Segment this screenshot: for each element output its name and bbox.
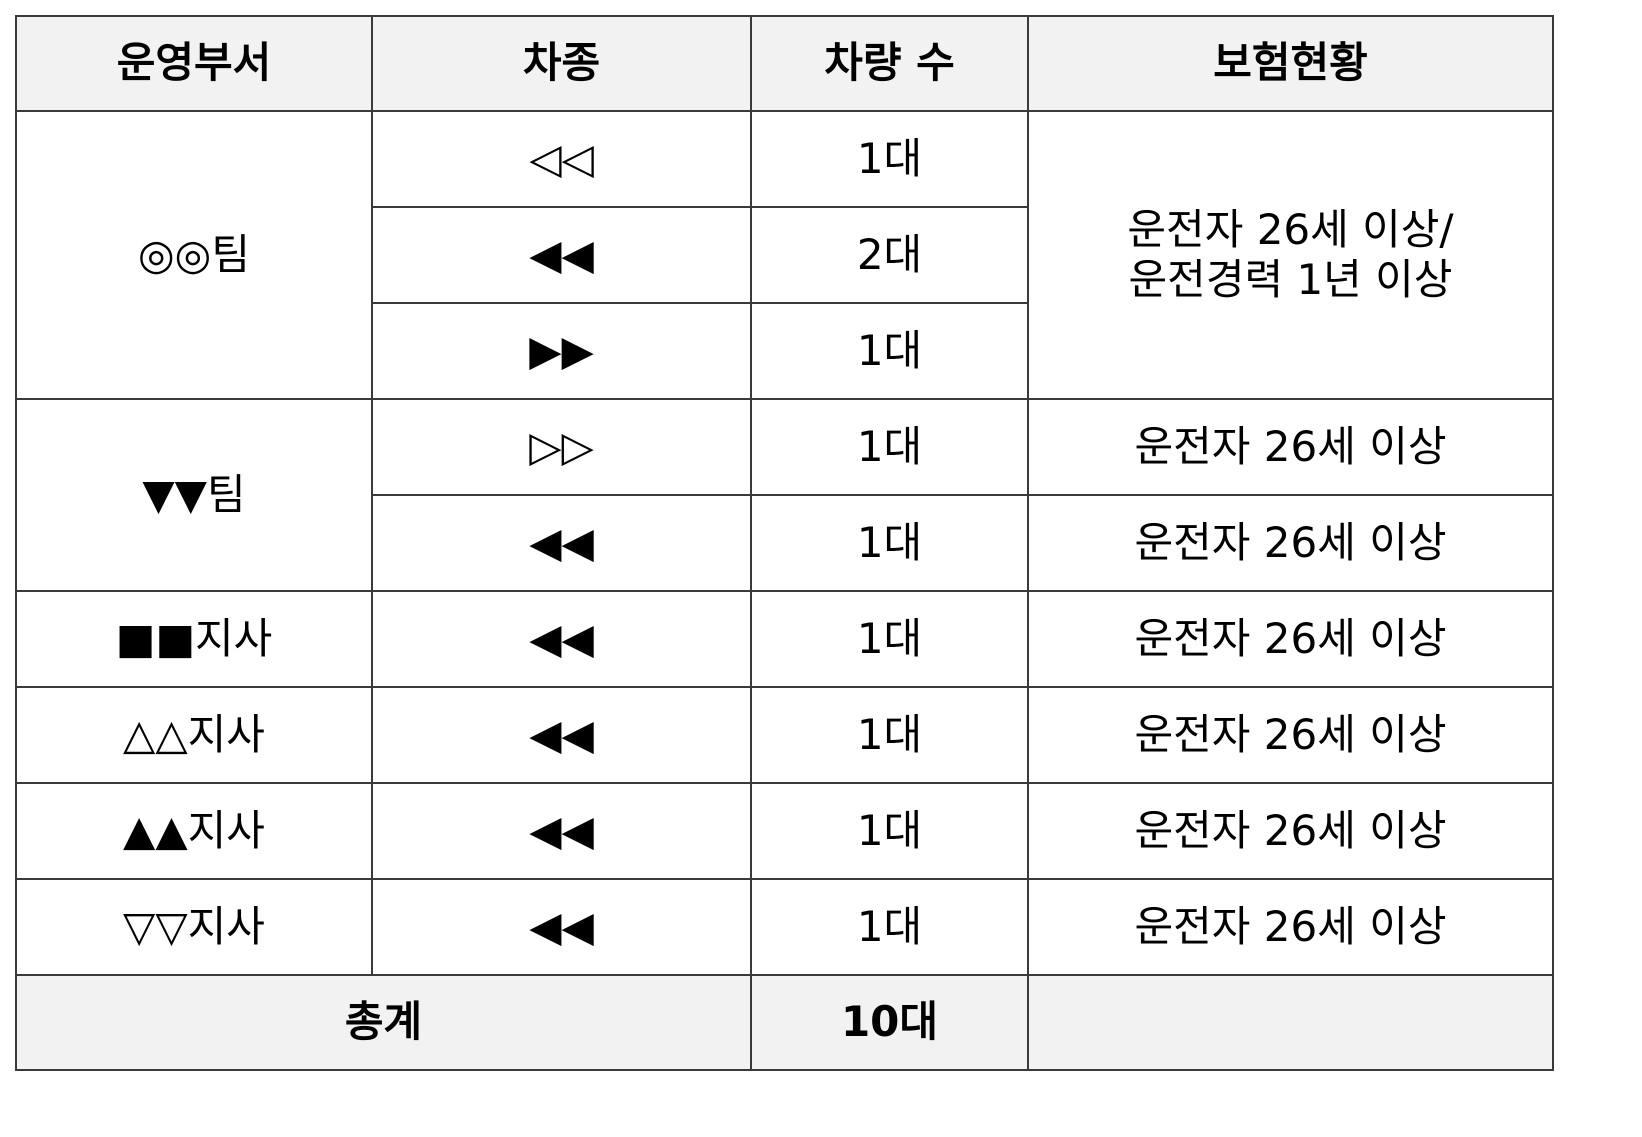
vehicle-count-cell: 1대 xyxy=(750,494,1029,592)
vehicle-count-cell: 1대 xyxy=(750,302,1029,400)
vehicle-type-cell: ▶▶ xyxy=(371,302,752,400)
vehicle-count-cell: 1대 xyxy=(750,590,1029,688)
table-row: ■■지사 ◀◀ 1대 운전자 26세 이상 xyxy=(15,590,1554,688)
department-cell: ▽▽지사 xyxy=(15,878,373,976)
vehicle-count-cell: 1대 xyxy=(750,686,1029,784)
vehicle-type-cell: ◁◁ xyxy=(371,110,752,208)
header-row: 운영부서 차종 차량 수 보험현황 xyxy=(15,15,1554,112)
vehicle-count-cell: 1대 xyxy=(750,110,1029,208)
vehicle-type-cell: ▷▷ xyxy=(371,398,752,496)
header-department: 운영부서 xyxy=(15,15,373,112)
vehicle-type-cell: ◀◀ xyxy=(371,206,752,304)
vehicle-type-cell: ◀◀ xyxy=(371,686,752,784)
table-row: ▽▽지사 ◀◀ 1대 운전자 26세 이상 xyxy=(15,878,1554,976)
insurance-cell: 운전자 26세 이상 xyxy=(1027,398,1554,496)
total-count: 10대 xyxy=(750,974,1029,1071)
table-row: ◎◎팀 ◁◁ 1대 운전자 26세 이상/ 운전경력 1년 이상 xyxy=(15,110,1554,400)
insurance-cell: 운전자 26세 이상 xyxy=(1027,782,1554,880)
department-cell: ■■지사 xyxy=(15,590,373,688)
vehicle-count-cell: 1대 xyxy=(750,782,1029,880)
insurance-cell: 운전자 26세 이상 xyxy=(1027,590,1554,688)
department-cell: ▼▼팀 xyxy=(15,398,373,592)
insurance-line: 운전경력 1년 이상 xyxy=(1128,255,1453,304)
total-label: 총계 xyxy=(15,974,752,1071)
table-row: ◀◀ 1대 운전자 26세 이상 xyxy=(16,494,1554,592)
table-row: ◀◀ 2대 xyxy=(16,206,1553,304)
table-row: △△지사 ◀◀ 1대 운전자 26세 이상 xyxy=(15,686,1554,784)
vehicle-count-cell: 1대 xyxy=(750,878,1029,976)
insurance-cell: 운전자 26세 이상 xyxy=(1027,878,1554,976)
vehicle-type-cell: ◀◀ xyxy=(371,878,752,976)
total-insurance-cell xyxy=(1027,974,1554,1071)
insurance-cell: 운전자 26세 이상 xyxy=(1027,686,1554,784)
header-vehicle-count: 차량 수 xyxy=(750,15,1029,112)
vehicle-type-cell: ◀◀ xyxy=(371,782,752,880)
table-row: ▼▼팀 ▷▷ 1대 운전자 26세 이상 xyxy=(15,398,1554,592)
department-cell: ▲▲지사 xyxy=(15,782,373,880)
table-row: ▲▲지사 ◀◀ 1대 운전자 26세 이상 xyxy=(15,782,1554,880)
insurance-line: 운전자 26세 이상/ xyxy=(1127,204,1454,254)
vehicle-count-cell: 2대 xyxy=(750,206,1029,304)
total-row: 총계 10대 xyxy=(15,974,1554,1071)
table-row: ▶▶ 1대 xyxy=(16,302,1553,400)
header-vehicle-type: 차종 xyxy=(371,15,752,112)
vehicle-insurance-table: 운영부서 차종 차량 수 보험현황 ◎◎팀 ◁◁ 1대 운전자 26세 이상/ … xyxy=(15,15,1554,1071)
header-insurance-status: 보험현황 xyxy=(1027,15,1554,112)
insurance-cell: 운전자 26세 이상 xyxy=(1027,494,1554,592)
department-cell: ◎◎팀 xyxy=(15,110,373,400)
vehicle-type-cell: ◀◀ xyxy=(371,494,752,592)
vehicle-type-cell: ◀◀ xyxy=(371,590,752,688)
department-cell: △△지사 xyxy=(15,686,373,784)
insurance-cell: 운전자 26세 이상/ 운전경력 1년 이상 xyxy=(1027,110,1554,400)
vehicle-count-cell: 1대 xyxy=(750,398,1029,496)
